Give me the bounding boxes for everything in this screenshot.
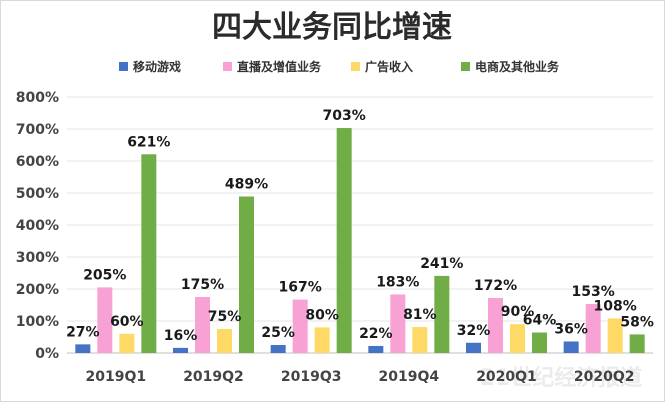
data-label: 205% bbox=[83, 267, 126, 283]
bar-3-2019Q2 bbox=[217, 329, 232, 353]
bar-3-2019Q1 bbox=[119, 333, 135, 353]
data-labels: 27% 205% 60% 621% 16% 175% 75% 489% 25% 167% 80% 70… bbox=[66, 108, 654, 344]
bar-3-2019Q3 bbox=[314, 327, 330, 353]
bar-4-2020Q2 bbox=[629, 334, 645, 353]
bar-2-2019Q2 bbox=[195, 297, 210, 353]
watermark: 21世纪经济报道 bbox=[480, 365, 643, 391]
bar-1-2019Q4 bbox=[368, 345, 384, 353]
data-label: 175% bbox=[181, 277, 224, 293]
data-label: 621% bbox=[127, 134, 170, 150]
data-label: 27% bbox=[66, 324, 100, 340]
legend-swatch-2 bbox=[223, 62, 232, 71]
bar-1-2019Q1 bbox=[75, 344, 91, 353]
data-label: 167% bbox=[279, 280, 322, 296]
y-tick-label: 800% bbox=[16, 90, 59, 106]
legend-label-4: 电商及其他业务 bbox=[475, 59, 560, 74]
legend-swatch-3 bbox=[351, 62, 360, 71]
data-label: 58% bbox=[620, 314, 654, 330]
x-tick-label: 2019Q2 bbox=[183, 369, 244, 385]
x-tick-label: 2020Q1 bbox=[476, 369, 537, 385]
bars bbox=[75, 128, 645, 353]
data-label: 80% bbox=[305, 307, 339, 323]
bar-2-2019Q4 bbox=[390, 294, 406, 353]
data-label: 36% bbox=[554, 321, 588, 337]
y-tick-label: 200% bbox=[16, 282, 59, 298]
x-tick-label: 2019Q4 bbox=[379, 369, 440, 385]
data-label: 64% bbox=[523, 313, 557, 329]
bar-3-2019Q4 bbox=[412, 327, 428, 353]
data-label: 22% bbox=[359, 326, 393, 342]
bar-2-2020Q1 bbox=[488, 297, 503, 353]
data-label: 75% bbox=[208, 309, 242, 325]
x-tick-label: 2019Q3 bbox=[281, 369, 342, 385]
y-tick-label: 300% bbox=[16, 250, 59, 266]
legend-label-1: 移动游戏 bbox=[133, 59, 181, 74]
data-label: 60% bbox=[110, 314, 144, 330]
data-label: 108% bbox=[594, 298, 637, 314]
bar-4-2019Q3 bbox=[336, 128, 352, 353]
data-label: 489% bbox=[225, 177, 268, 193]
bar-2-2019Q1 bbox=[97, 287, 113, 353]
bar-4-2019Q4 bbox=[434, 275, 450, 353]
y-tick-label: 700% bbox=[16, 122, 59, 138]
legend-label-2: 直播及增值业务 bbox=[237, 59, 322, 74]
gridlines bbox=[67, 96, 653, 354]
data-label: 183% bbox=[376, 274, 419, 290]
legend-label-3: 广告收入 bbox=[365, 59, 413, 74]
data-label: 16% bbox=[164, 328, 198, 344]
y-tick-label: 400% bbox=[16, 218, 59, 234]
x-axis: 2019Q1 2019Q2 2019Q3 2019Q4 2020Q1 2020Q2 bbox=[86, 369, 635, 385]
data-label: 25% bbox=[261, 325, 295, 341]
data-label: 81% bbox=[403, 307, 437, 323]
data-label: 241% bbox=[420, 256, 463, 272]
bar-1-2020Q2 bbox=[563, 341, 579, 353]
y-tick-label: 600% bbox=[16, 154, 59, 170]
data-label: 90% bbox=[501, 304, 535, 320]
bar-1-2019Q3 bbox=[270, 345, 286, 353]
legend: 移动游戏 直播及增值业务 广告收入 电商及其他业务 bbox=[119, 59, 560, 74]
y-tick-label: 0% bbox=[35, 346, 59, 362]
x-tick-label: 2020Q2 bbox=[574, 369, 635, 385]
y-axis: 0% 100% 200% 300% 400% 500% 600% 700% 800% bbox=[16, 90, 59, 362]
bar-2-2020Q2 bbox=[585, 304, 601, 353]
bar-1-2019Q2 bbox=[173, 347, 188, 353]
legend-swatch-1 bbox=[119, 62, 128, 71]
x-tick-label: 2019Q1 bbox=[86, 369, 147, 385]
bar-4-2019Q1 bbox=[141, 154, 157, 353]
bar-4-2019Q2 bbox=[239, 196, 254, 353]
bar-2-2019Q3 bbox=[292, 299, 308, 353]
bar-1-2020Q1 bbox=[466, 342, 481, 353]
data-label: 703% bbox=[323, 108, 366, 124]
chart-title: 四大业务同比增速 bbox=[212, 10, 452, 45]
y-tick-label: 100% bbox=[16, 314, 59, 330]
legend-swatch-4 bbox=[461, 62, 470, 71]
bar-3-2020Q2 bbox=[607, 318, 623, 353]
data-label: 32% bbox=[457, 323, 491, 339]
bar-3-2020Q1 bbox=[510, 324, 525, 353]
y-tick-label: 500% bbox=[16, 186, 59, 202]
data-label: 172% bbox=[474, 278, 517, 294]
data-label: 153% bbox=[572, 284, 615, 300]
bar-4-2020Q1 bbox=[532, 332, 547, 353]
